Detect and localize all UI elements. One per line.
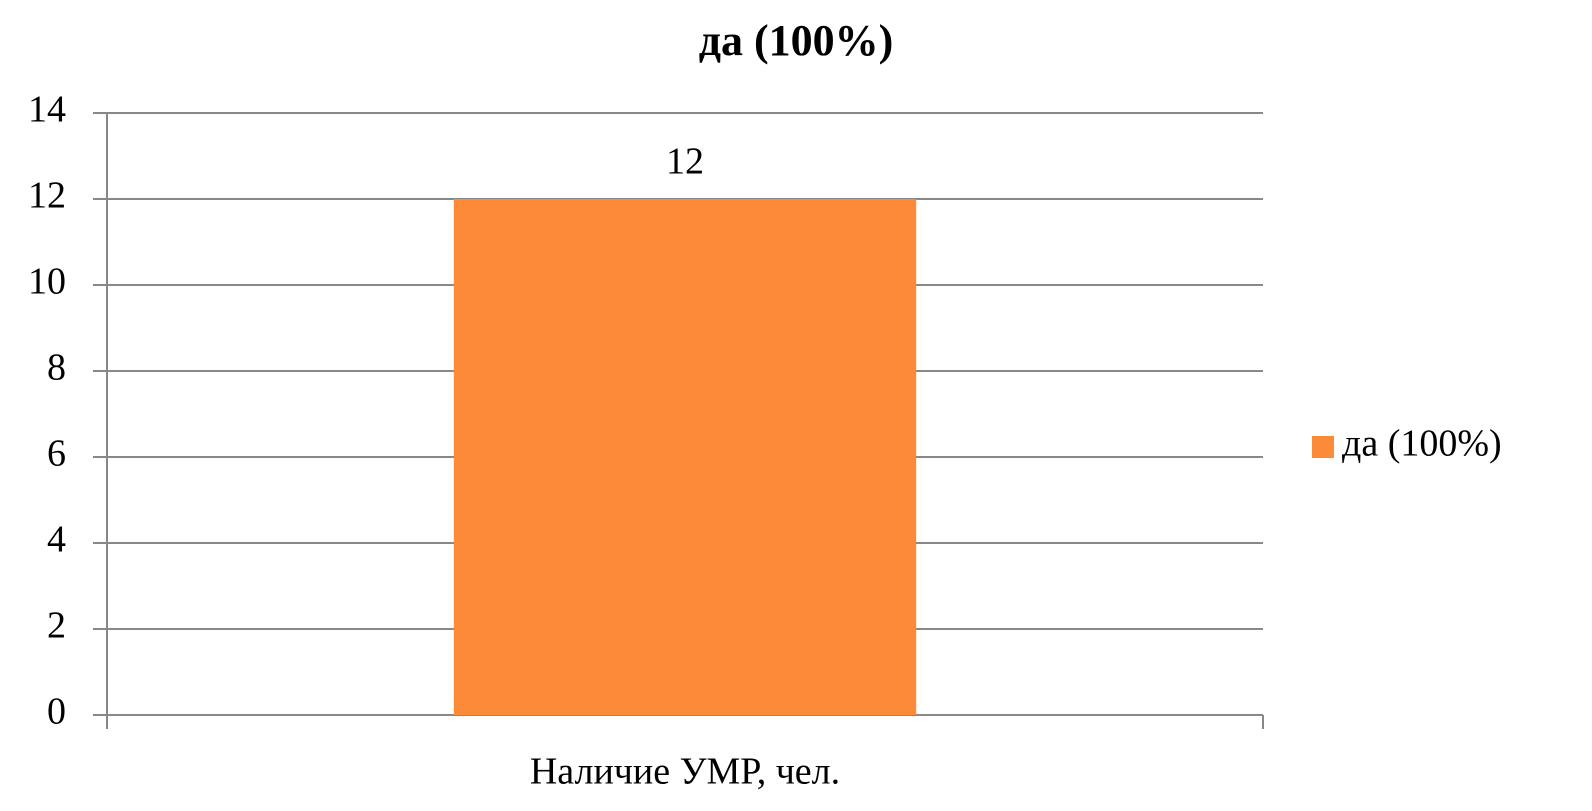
chart-title: да (100%) bbox=[699, 16, 894, 65]
legend-swatch bbox=[1312, 436, 1334, 458]
y-tick-label: 6 bbox=[47, 433, 66, 475]
y-tick-label: 4 bbox=[47, 519, 66, 561]
y-tick-label: 10 bbox=[28, 261, 66, 303]
bar bbox=[453, 199, 917, 715]
y-tick-label: 8 bbox=[47, 347, 66, 389]
y-tick-label: 2 bbox=[47, 605, 66, 647]
data-label: 12 bbox=[666, 141, 704, 183]
legend-label: да (100%) bbox=[1342, 423, 1502, 465]
y-tick-label: 12 bbox=[28, 175, 66, 217]
y-tick-label: 14 bbox=[28, 89, 66, 131]
y-tick-label: 0 bbox=[47, 691, 66, 733]
x-tick-label: Наличие УМР, чел. bbox=[530, 751, 840, 793]
